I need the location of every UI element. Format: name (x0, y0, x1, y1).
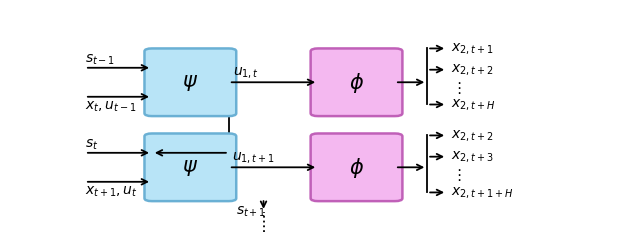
Text: $x_t, u_{t-1}$: $x_t, u_{t-1}$ (85, 99, 136, 114)
FancyBboxPatch shape (145, 134, 236, 201)
FancyBboxPatch shape (145, 49, 236, 116)
Text: $x_{2,t+2}$: $x_{2,t+2}$ (451, 63, 493, 78)
Text: $x_{2,t+H}$: $x_{2,t+H}$ (451, 98, 495, 112)
Text: $s_t$: $s_t$ (85, 137, 99, 151)
Text: $x_{2,t+3}$: $x_{2,t+3}$ (451, 150, 494, 164)
Text: $\phi$: $\phi$ (349, 71, 364, 95)
Text: $s_{t-1}$: $s_{t-1}$ (85, 52, 115, 66)
Text: $x_{2,t+2}$: $x_{2,t+2}$ (451, 128, 493, 143)
Text: $x_{2,t+1+H}$: $x_{2,t+1+H}$ (451, 185, 514, 200)
Text: $\vdots$: $\vdots$ (451, 80, 461, 96)
Text: $x_{t+1}, u_t$: $x_{t+1}, u_t$ (85, 184, 138, 198)
Text: $u_{1,t+1}$: $u_{1,t+1}$ (232, 151, 275, 166)
FancyBboxPatch shape (310, 49, 403, 116)
Text: $\phi$: $\phi$ (349, 156, 364, 180)
Text: $\psi$: $\psi$ (182, 73, 198, 93)
Text: $s_{t+1}$: $s_{t+1}$ (236, 204, 266, 218)
Text: $\psi$: $\psi$ (182, 158, 198, 178)
Text: $x_{2,t+1}$: $x_{2,t+1}$ (451, 42, 493, 57)
Text: $\vdots$: $\vdots$ (451, 166, 461, 182)
Text: $u_{1,t}$: $u_{1,t}$ (233, 66, 259, 81)
FancyBboxPatch shape (310, 134, 403, 201)
